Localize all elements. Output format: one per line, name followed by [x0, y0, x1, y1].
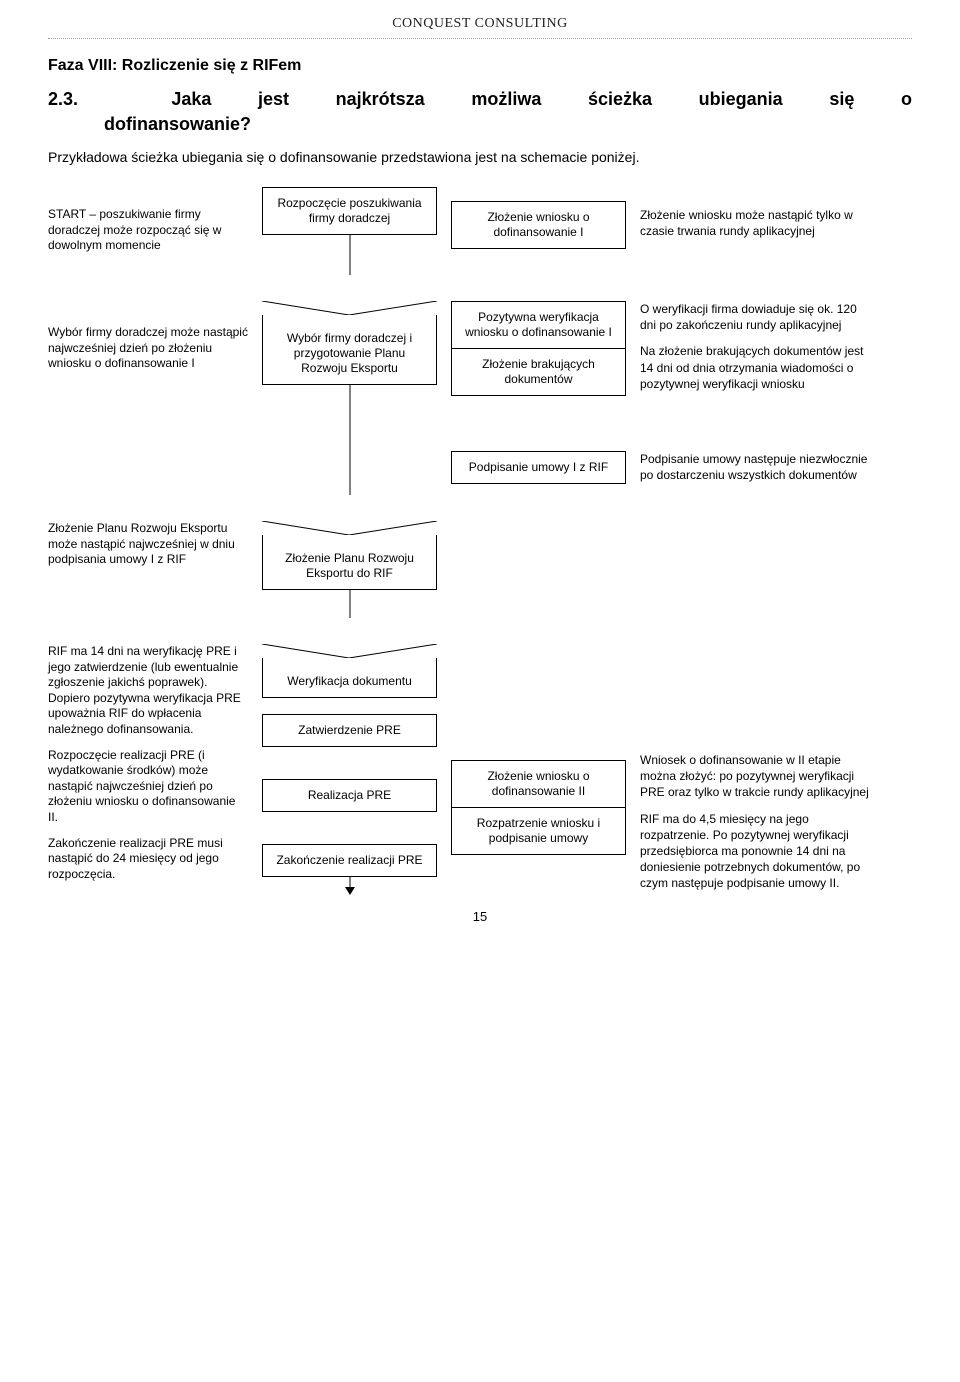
flow-row-2: Wybór firmy doradczej może nastąpić najw… — [48, 301, 912, 425]
note-submit-pre: Złożenie Planu Rozwoju Eksportu może nas… — [48, 521, 248, 568]
node-finish-pre: Zakończenie realizacji PRE — [262, 844, 437, 877]
arrow-down-icon — [262, 425, 437, 495]
arrow-down-icon — [262, 235, 437, 275]
heading-number: 2.3. — [48, 89, 78, 109]
subsection-heading-phase: Faza VIII: Rozliczenie się z RIFem — [48, 57, 912, 75]
note-stage-2: Wniosek o dofinansowanie w II etapie moż… — [640, 752, 870, 892]
arrow-down-icon — [262, 590, 437, 618]
intro-paragraph: Przykładowa ścieżka ubiegania się o dofi… — [48, 149, 912, 165]
node-realize-pre: Realizacja PRE — [262, 779, 437, 812]
header-divider — [48, 38, 912, 39]
node-submit-pre: Złożenie Planu Rozwoju Eksportu do RIF — [262, 535, 437, 590]
flow-row-3: Podpisanie umowy I z RIF Podpisanie umow… — [48, 451, 912, 495]
subsection-heading-question-cont: dofinansowanie? — [48, 114, 912, 135]
flow-connector-icon — [262, 521, 437, 535]
flow-connector-icon — [262, 644, 437, 658]
node-missing-docs: Złożenie brakujących dokumentów — [451, 349, 626, 396]
node-verify-doc: Weryfikacja dokumentu — [262, 658, 437, 698]
flow-row-4: Złożenie Planu Rozwoju Eksportu może nas… — [48, 521, 912, 618]
node-submit-app-1: Złożenie wniosku o dofinansowanie I — [451, 201, 626, 249]
subsection-heading-question: 2.3. Jaka jest najkrótsza możliwa ścieżk… — [48, 89, 912, 110]
arrow-down-icon — [262, 385, 437, 425]
brand-header: CONQUEST CONSULTING — [48, 16, 912, 32]
note-submit-window: Złożenie wniosku może nastąpić tylko w c… — [640, 207, 870, 239]
note-pre-block: RIF ma 14 dni na weryfikację PRE i jego … — [48, 644, 248, 882]
node-choose-advisor: Wybór firmy doradczej i przygotowanie Pl… — [262, 315, 437, 385]
flow-connector-icon — [262, 301, 437, 315]
node-submit-app-2: Złożenie wniosku o dofinansowanie II — [451, 760, 626, 808]
node-approve-pre: Zatwierdzenie PRE — [262, 714, 437, 747]
note-start: START – poszukiwanie firmy doradczej moż… — [48, 207, 248, 254]
flow-row-1: START – poszukiwanie firmy doradczej moż… — [48, 187, 912, 275]
node-sign-contract-1: Podpisanie umowy I z RIF — [451, 451, 626, 484]
note-sign-contract: Podpisanie umowy następuje niezwłocznie … — [640, 451, 870, 483]
node-review-sign-2: Rozpatrzenie wniosku i podpisanie umowy — [451, 808, 626, 855]
note-choose-advisor: Wybór firmy doradczej może nastąpić najw… — [48, 325, 248, 372]
flow-row-5: RIF ma 14 dni na weryfikację PRE i jego … — [48, 644, 912, 895]
arrow-down-end-icon — [262, 877, 437, 895]
node-positive-verification: Pozytywna weryfikacja wniosku o dofinans… — [451, 301, 626, 349]
node-start-search: Rozpoczęcie poszukiwania firmy doradczej — [262, 187, 437, 235]
flowchart: START – poszukiwanie firmy doradczej moż… — [48, 187, 912, 895]
page-number: 15 — [48, 909, 912, 924]
note-verification-timing: O weryfikacji firma dowiaduje się ok. 12… — [640, 301, 870, 392]
